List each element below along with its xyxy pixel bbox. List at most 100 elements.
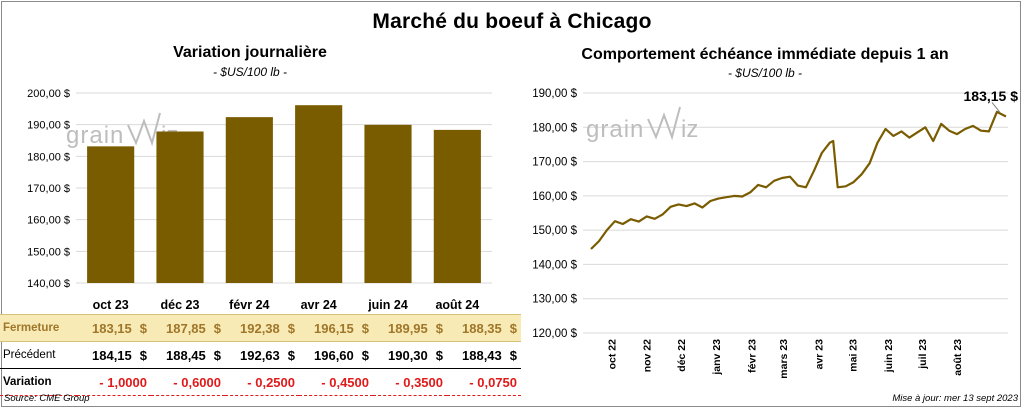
table-cell: 192,38 $ bbox=[225, 314, 299, 342]
table-cell: 183,15 $ bbox=[77, 314, 151, 342]
row-label: Fermeture bbox=[0, 314, 77, 342]
table-cell: 188,45 $ bbox=[151, 341, 225, 369]
x-tick-label: janv 23 bbox=[711, 339, 723, 376]
x-tick-label: nov 22 bbox=[642, 339, 654, 372]
table-cell: - 0,6000 bbox=[151, 368, 225, 396]
x-tick-group: févr 23 bbox=[746, 339, 758, 373]
x-tick-label: févr 24 bbox=[229, 298, 269, 312]
line-chart-subtitle: - $US/100 lb - bbox=[727, 66, 803, 80]
series-line bbox=[590, 110, 1007, 250]
currency-unit: $ bbox=[287, 347, 295, 363]
currency-unit: $ bbox=[435, 347, 443, 363]
bar bbox=[156, 131, 204, 283]
bar-chart-subtitle: - $US/100 lb - bbox=[212, 65, 288, 79]
x-tick-group: nov 22 bbox=[642, 339, 654, 372]
table-cell: 190,30 $ bbox=[373, 341, 447, 369]
y-tick-label: 140,00 $ bbox=[532, 259, 577, 271]
table-cell: 187,85 $ bbox=[151, 314, 225, 342]
x-tick-group: juin 23 bbox=[883, 339, 895, 373]
bar bbox=[364, 124, 412, 283]
y-tick-label: 130,00 $ bbox=[532, 294, 577, 306]
x-tick-group: avr 23 bbox=[813, 339, 825, 370]
page-title: Marché du boeuf à Chicago bbox=[372, 10, 652, 33]
y-tick-label: 120,00 $ bbox=[532, 328, 577, 340]
x-tick-group: janv 23 bbox=[711, 339, 723, 376]
y-tick-label: 190,00 $ bbox=[27, 120, 70, 132]
y-tick-label: 160,00 $ bbox=[27, 215, 70, 227]
table-cell: 192,63 $ bbox=[225, 341, 299, 369]
bar bbox=[225, 117, 273, 283]
y-tick-label: 200,00 $ bbox=[27, 88, 70, 100]
table-cell: - 0,0750 bbox=[447, 368, 521, 396]
y-tick-label: 150,00 $ bbox=[532, 225, 577, 237]
watermark-text-left: grain bbox=[586, 116, 644, 143]
y-tick-label: 180,00 $ bbox=[27, 151, 70, 163]
x-tick-label: avr 23 bbox=[813, 339, 825, 370]
x-tick-label: févr 23 bbox=[746, 339, 758, 373]
y-tick-label: 180,00 $ bbox=[532, 122, 577, 134]
x-tick-label: août 23 bbox=[952, 339, 964, 376]
y-tick-label: 150,00 $ bbox=[27, 246, 70, 258]
row-label: Précédent bbox=[0, 341, 77, 369]
x-tick-label: mai 23 bbox=[848, 339, 860, 372]
source-note: Source: CME Group bbox=[4, 393, 90, 404]
bar bbox=[87, 146, 135, 283]
currency-unit: $ bbox=[361, 347, 369, 363]
currency-unit: $ bbox=[213, 320, 221, 336]
watermark-w-mark bbox=[647, 106, 681, 141]
currency-unit: $ bbox=[435, 320, 443, 336]
currency-unit: $ bbox=[361, 320, 369, 336]
watermark-w-mark bbox=[127, 112, 161, 147]
currency-unit: $ bbox=[139, 320, 147, 336]
last-value-label: 183,15 $ bbox=[964, 88, 1019, 104]
row-label: Variation bbox=[0, 368, 77, 396]
table-cell: 196,15 $ bbox=[299, 314, 373, 342]
line-chart-title: Comportement échéance immédiate depuis 1… bbox=[581, 46, 949, 63]
bar bbox=[295, 105, 343, 283]
table-cell: 188,35 $ bbox=[447, 314, 521, 342]
bar bbox=[433, 129, 481, 283]
x-tick-label: mars 23 bbox=[778, 339, 790, 379]
x-tick-group: déc 22 bbox=[676, 339, 688, 372]
price-table: Fermeture 183,15 $187,85 $192,38 $196,15 $189… bbox=[0, 314, 521, 396]
y-tick-label: 140,00 $ bbox=[27, 278, 70, 290]
x-tick-group: mars 23 bbox=[778, 339, 790, 379]
table-cell: 184,15 $ bbox=[77, 341, 151, 369]
y-tick-label: 170,00 $ bbox=[532, 157, 577, 169]
x-tick-label: déc 23 bbox=[161, 298, 200, 312]
x-tick-group: mai 23 bbox=[848, 339, 860, 372]
x-tick-label: juil 23 bbox=[917, 339, 929, 370]
line-chart: 120,00 $ 130,00 $ 140,00 $ 150,00 $ 160,00 $… bbox=[532, 88, 1019, 379]
grainwiz-watermark: grain iz bbox=[586, 106, 698, 143]
x-tick-label: juin 23 bbox=[883, 339, 895, 373]
table-cell: - 0,3500 bbox=[373, 368, 447, 396]
currency-unit: $ bbox=[139, 347, 147, 363]
x-tick-group: juil 23 bbox=[917, 339, 929, 370]
table-cell: - 0,4500 bbox=[299, 368, 373, 396]
previous-row: Précédent 184,15 $188,45 $192,63 $196,60 $190… bbox=[0, 341, 521, 369]
table-cell: 189,95 $ bbox=[373, 314, 447, 342]
table-cell: - 0,2500 bbox=[225, 368, 299, 396]
x-tick-label: oct 22 bbox=[606, 339, 618, 370]
table-cell: 196,60 $ bbox=[299, 341, 373, 369]
x-tick-group: oct 22 bbox=[606, 339, 618, 370]
watermark-text-right: iz bbox=[681, 116, 698, 143]
update-note: Mise à jour: mer 13 sept 2023 bbox=[892, 393, 1018, 404]
table-cell: 188,43 $ bbox=[447, 341, 521, 369]
currency-unit: $ bbox=[509, 347, 517, 363]
x-tick-group: août 23 bbox=[952, 339, 964, 376]
currency-unit: $ bbox=[509, 320, 517, 336]
x-tick-label: juin 24 bbox=[367, 298, 408, 312]
x-tick-label: déc 22 bbox=[676, 339, 688, 372]
currency-unit: $ bbox=[287, 320, 295, 336]
bar-chart-title: Variation journalière bbox=[173, 44, 327, 61]
table-cell: - 1,0000 bbox=[77, 368, 151, 396]
close-row: Fermeture 183,15 $187,85 $192,38 $196,15 $189… bbox=[0, 314, 521, 342]
change-row: Variation - 1,0000- 0,6000- 0,2500- 0,450… bbox=[0, 368, 521, 396]
x-tick-label: août 24 bbox=[435, 298, 479, 312]
watermark-text-left: grain bbox=[66, 122, 124, 149]
currency-unit: $ bbox=[213, 347, 221, 363]
y-tick-label: 190,00 $ bbox=[532, 88, 577, 100]
x-tick-label: oct 23 bbox=[93, 298, 129, 312]
